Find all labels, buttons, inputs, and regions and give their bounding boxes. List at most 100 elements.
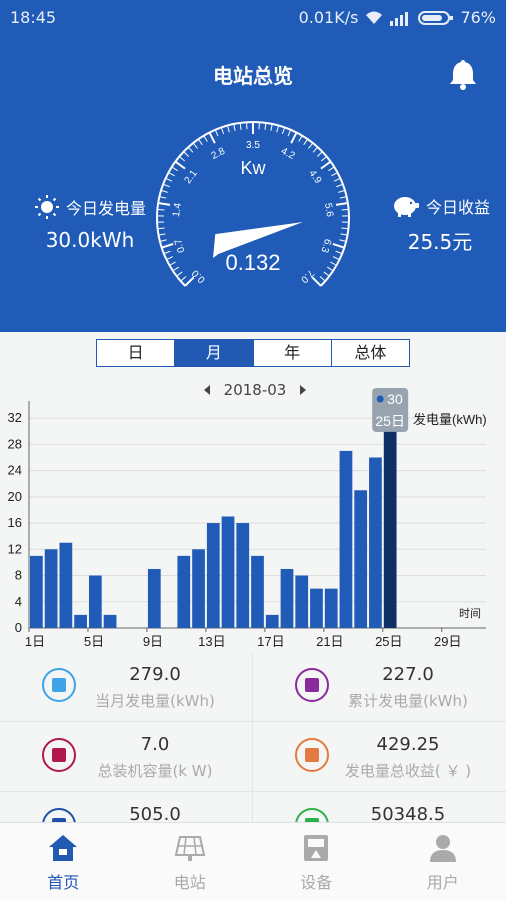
bar[interactable] <box>147 568 161 628</box>
chart-xlabel: 时间 <box>459 607 481 620</box>
y-tick-label: 0 <box>15 620 22 635</box>
nav-device[interactable]: 设备 <box>253 823 380 900</box>
bar[interactable] <box>324 588 338 628</box>
y-tick-label: 12 <box>8 541 22 556</box>
x-tick-label: 5日 <box>84 634 104 649</box>
today-income-label: 今日收益 <box>425 198 490 217</box>
today-power: 今日发电量 30.0kWh <box>20 194 160 252</box>
y-tick-label: 32 <box>8 410 22 425</box>
today-income: 今日收益 25.5元 <box>380 194 500 255</box>
bar[interactable] <box>30 555 43 628</box>
next-month-icon[interactable] <box>300 385 307 395</box>
clipboard-icon <box>42 808 76 822</box>
nav-station[interactable]: 电站 <box>127 823 254 900</box>
gauge-unit: Kw <box>240 158 266 178</box>
bar[interactable] <box>280 568 294 628</box>
power-gauge: 0.00.7 1.4 2.1 2.8 3.5 4.2 4.9 5.6 6.37.0 Kw 0.1… <box>156 121 350 287</box>
bar[interactable] <box>44 549 58 628</box>
stat-label: 总装机容量(k W) <box>97 762 213 780</box>
solar-panel-icon <box>174 836 205 861</box>
period-tabs: 日 月 年 总体 <box>96 339 410 367</box>
device-icon <box>304 835 329 861</box>
tooltip-dot <box>376 395 384 403</box>
nav-home[interactable]: 首页 <box>0 823 127 900</box>
x-tick-label: 25日 <box>375 634 402 649</box>
monthly-power-chart: 0 4 8 12 16 20 24 28 32 1日 5日 9日 13日 17日 21日 25日 29日 30… <box>8 388 487 649</box>
gauge-scale-label: 1.4 <box>171 202 184 218</box>
bar[interactable] <box>339 450 353 628</box>
eject-icon <box>295 668 329 702</box>
stat-cell: 505.0 <box>0 792 253 822</box>
x-tick-label: 9日 <box>143 634 163 649</box>
coins-icon <box>295 738 329 772</box>
home-icon <box>49 835 78 861</box>
tab-year[interactable]: 年 <box>254 340 332 366</box>
y-tick-label: 4 <box>15 594 22 609</box>
calendar-icon <box>42 668 76 702</box>
stat-value: 279.0 <box>129 664 181 685</box>
bar[interactable] <box>103 614 117 628</box>
battery-level: 76% <box>460 8 496 27</box>
bar[interactable] <box>221 516 235 629</box>
chart-legend: 发电量(kWh) <box>413 412 487 427</box>
gauge-scale-label: 4.2 <box>279 146 297 162</box>
stats-grid: 279.0 当月发电量(kWh) 227.0 累计发电量(kWh) 7.0 总装机容量(k… <box>0 652 506 822</box>
prev-month-icon[interactable] <box>203 385 210 395</box>
gauge-scale-label: 4.9 <box>306 168 323 186</box>
nav-device-label: 设备 <box>300 873 333 892</box>
bell-icon[interactable] <box>448 58 478 90</box>
piggy-bank-icon <box>393 197 419 217</box>
bar[interactable] <box>251 555 264 628</box>
bar[interactable] <box>354 490 368 628</box>
tooltip-value: 30 <box>387 391 403 407</box>
wifi-icon <box>366 11 383 24</box>
bar[interactable] <box>265 614 279 628</box>
sun-icon <box>34 195 59 219</box>
gauge-needle <box>213 222 303 258</box>
stat-value: 50348.5 <box>370 804 446 822</box>
y-tick-label: 16 <box>8 515 22 530</box>
bar[interactable] <box>59 542 73 628</box>
bar[interactable] <box>74 614 87 628</box>
bar[interactable] <box>310 588 323 628</box>
nav-user[interactable]: 用户 <box>380 823 506 900</box>
bar[interactable] <box>88 575 102 628</box>
y-tick-label: 24 <box>8 463 22 478</box>
bar[interactable] <box>383 431 397 628</box>
gauge-scale-label: 3.5 <box>246 140 260 151</box>
tab-month[interactable]: 月 <box>175 340 254 366</box>
stat-label: 发电量总收益( ￥ ) <box>344 762 472 780</box>
bar[interactable] <box>177 555 191 628</box>
nav-station-label: 电站 <box>173 873 206 892</box>
signal-icon <box>390 11 409 26</box>
stat-label: 累计发电量(kWh) <box>348 692 468 710</box>
gauge-scale-label: 0.0 <box>190 267 208 285</box>
stat-value: 227.0 <box>382 664 434 685</box>
page-title: 电站总览 <box>213 64 293 88</box>
gauge-scale-label: 2.8 <box>210 146 228 162</box>
today-income-value: 25.5元 <box>407 230 473 254</box>
leaf-icon <box>295 808 329 822</box>
status-time: 18:45 <box>10 8 57 27</box>
gauge-scale-label: 6.3 <box>318 237 333 254</box>
x-tick-label: 29日 <box>434 634 461 649</box>
x-tick-label: 21日 <box>316 634 343 649</box>
x-tick-label: 1日 <box>25 634 45 649</box>
stat-value: 429.25 <box>376 734 440 755</box>
bar[interactable] <box>295 575 309 628</box>
tab-day[interactable]: 日 <box>97 340 176 366</box>
today-power-value: 30.0kWh <box>45 228 135 252</box>
bar[interactable] <box>369 457 382 628</box>
gauge-scale-label: 0.7 <box>173 237 188 254</box>
bottom-nav: 首页 电站 设备 用户 <box>0 822 506 900</box>
bar[interactable] <box>206 523 220 628</box>
month-label: 2018-03 <box>223 381 287 399</box>
stat-cell: 7.0 总装机容量(k W) <box>0 722 253 792</box>
nav-user-label: 用户 <box>426 873 459 892</box>
bar[interactable] <box>192 549 205 628</box>
bar[interactable] <box>236 523 250 628</box>
gauge-scale-label: 5.6 <box>322 202 335 218</box>
y-tick-label: 20 <box>8 489 22 504</box>
tab-total[interactable]: 总体 <box>354 343 387 362</box>
y-tick-label: 8 <box>15 568 22 583</box>
